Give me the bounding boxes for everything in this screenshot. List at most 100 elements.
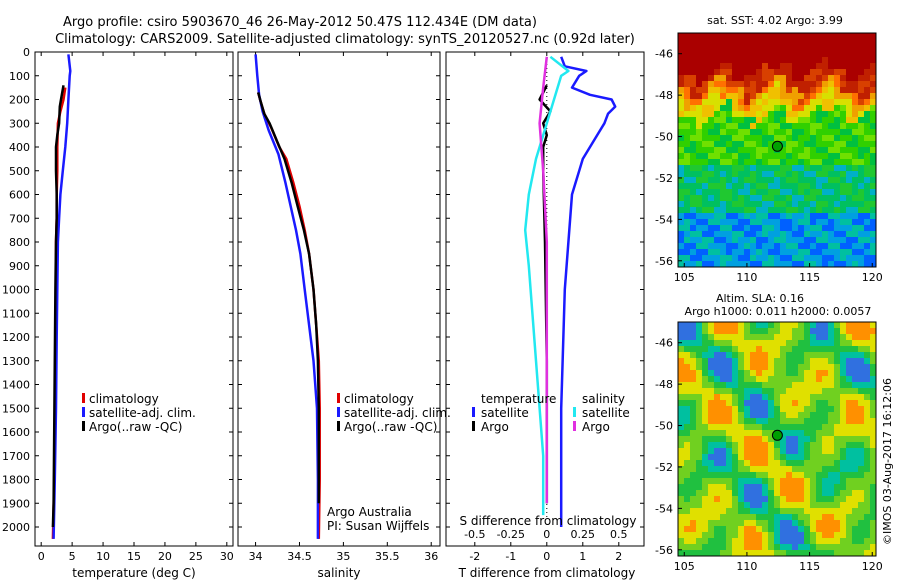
map-cell (804, 93, 811, 100)
map-cell (834, 358, 841, 365)
map-cell (732, 123, 739, 130)
map-cell (684, 57, 691, 64)
map-cell (792, 526, 799, 533)
map-cell (714, 261, 721, 268)
map-cell (798, 243, 805, 250)
map-cell (708, 478, 715, 485)
map-cell (768, 328, 775, 335)
map-cell (846, 436, 853, 443)
map-cell (678, 105, 685, 112)
map-cell (852, 490, 859, 497)
map-cell (780, 117, 787, 124)
map-cell (702, 388, 709, 395)
map-cell (696, 454, 703, 461)
map-cell (858, 39, 865, 46)
map-cell (720, 352, 727, 359)
map-cell (738, 502, 745, 509)
map-cell (792, 225, 799, 232)
map-cell (714, 328, 721, 335)
map-cell (870, 63, 877, 70)
map-cell (840, 550, 847, 557)
map-cell (852, 213, 859, 220)
map-cell (732, 81, 739, 88)
map-cell (732, 39, 739, 46)
map-cell (834, 39, 841, 46)
map-cell (828, 376, 835, 383)
map-cell (732, 231, 739, 238)
map-cell (828, 508, 835, 515)
map-cell (708, 249, 715, 256)
map-cell (762, 364, 769, 371)
map-cell (858, 207, 865, 214)
map-cell (828, 33, 835, 40)
map-cell (846, 243, 853, 250)
map-cell (714, 526, 721, 533)
map-cell (732, 448, 739, 455)
map-cell (720, 189, 727, 196)
map-cell (846, 33, 853, 40)
map-cell (768, 364, 775, 371)
map-cell (690, 159, 697, 166)
map-cell (690, 165, 697, 172)
map-cell (690, 81, 697, 88)
map-cell (690, 328, 697, 335)
map-cell (816, 418, 823, 425)
map-cell (798, 418, 805, 425)
map-cell (762, 123, 769, 130)
map-cell (780, 526, 787, 533)
map-cell (690, 322, 697, 329)
map-cell (738, 442, 745, 449)
map-cell (828, 219, 835, 226)
map-cell (834, 526, 841, 533)
map-cell (768, 394, 775, 401)
map-cell (750, 490, 757, 497)
map-cell (756, 448, 763, 455)
map-cell (762, 472, 769, 479)
map-cell (840, 225, 847, 232)
map-cell (870, 388, 877, 395)
map-cell (714, 460, 721, 467)
map-cell (828, 213, 835, 220)
map-cell (708, 520, 715, 527)
map-cell (714, 520, 721, 527)
map-cell (750, 111, 757, 118)
map-cell (690, 424, 697, 431)
map-cell (690, 243, 697, 250)
map-cell (756, 51, 763, 58)
map-cell (822, 51, 829, 58)
map-cell (786, 165, 793, 172)
map-cell (684, 75, 691, 82)
map-cell (810, 340, 817, 347)
map-cell (690, 99, 697, 106)
x-tick-label: 2 (615, 550, 622, 563)
map-cell (726, 520, 733, 527)
map-cell (750, 201, 757, 208)
map-cell (768, 87, 775, 94)
map-cell (798, 406, 805, 413)
map-cell (786, 382, 793, 389)
map-cell (768, 406, 775, 413)
depth-tick-label: 1700 (2, 450, 30, 463)
map-cell (708, 123, 715, 130)
map-cell (750, 502, 757, 509)
map-cell (756, 165, 763, 172)
map-cell (762, 520, 769, 527)
map-cell (738, 418, 745, 425)
s-diff-tick-label: -0.5 (464, 528, 485, 541)
map-cell (738, 249, 745, 256)
map-cell (702, 105, 709, 112)
map-cell (678, 352, 685, 359)
map-cell (840, 334, 847, 341)
map-cell (870, 201, 877, 208)
map-cell (816, 45, 823, 52)
map-cell (768, 472, 775, 479)
map-cell (804, 69, 811, 76)
map-cell (810, 105, 817, 112)
map-cell (750, 171, 757, 178)
legend-swatch-satellite (82, 407, 85, 417)
x-tick-label: 20 (158, 550, 172, 563)
map-cell (774, 129, 781, 136)
map-cell (804, 358, 811, 365)
map-cell (822, 472, 829, 479)
map-cell (816, 207, 823, 214)
